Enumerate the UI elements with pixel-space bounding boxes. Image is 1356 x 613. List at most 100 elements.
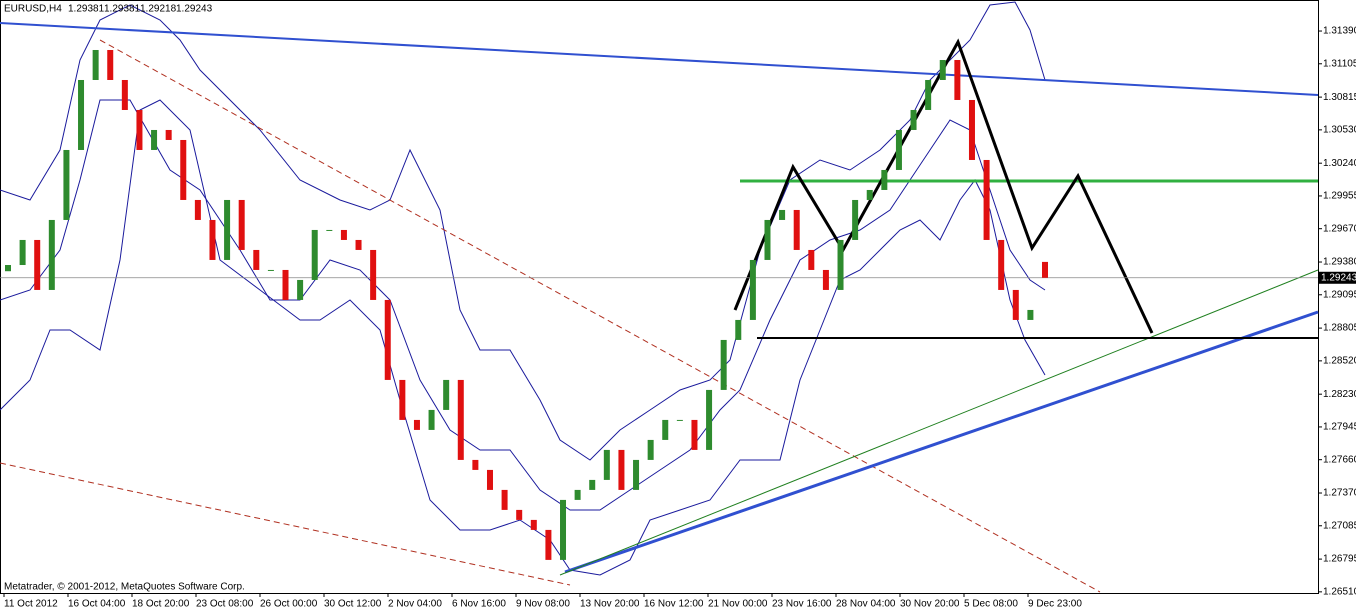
- candle: [5, 265, 11, 272]
- candle: [925, 79, 932, 110]
- candle: [165, 129, 172, 140]
- x-tick-label: 2 Nov 04:00: [388, 599, 442, 610]
- candle: [501, 489, 508, 510]
- x-tick-label: 16 Oct 04:00: [68, 599, 126, 610]
- quote-high: 1.29381: [104, 4, 141, 15]
- candle: [983, 159, 990, 240]
- candle: [676, 419, 683, 421]
- y-tick-label: 1.29095: [1323, 289, 1356, 300]
- trend-line: [99, 39, 1101, 593]
- x-tick-label: 26 Oct 00:00: [260, 599, 318, 610]
- candle: [662, 419, 669, 440]
- candle: [764, 219, 771, 260]
- candle: [340, 229, 347, 240]
- candle: [589, 479, 596, 490]
- candle: [881, 169, 888, 190]
- candle: [895, 129, 902, 170]
- candle: [19, 239, 26, 266]
- y-tick-label: 1.30530: [1323, 125, 1356, 136]
- x-tick-label: 23 Oct 08:00: [196, 599, 254, 610]
- candle: [998, 239, 1005, 290]
- price-tag: [1319, 271, 1356, 284]
- bollinger-middle: [0, 99, 1046, 511]
- y-tick-label: 1.27370: [1323, 488, 1356, 499]
- candle: [954, 59, 961, 100]
- y-tick-label: 1.29955: [1323, 191, 1356, 202]
- pattern-line: [733, 38, 1154, 334]
- candle: [706, 389, 713, 450]
- y-tick-label: 1.28230: [1323, 389, 1356, 400]
- candle: [735, 319, 742, 340]
- y-tick-label: 1.29380: [1323, 257, 1356, 268]
- candle: [282, 269, 289, 300]
- symbol: EURUSD,H4: [4, 4, 62, 15]
- candle: [530, 519, 537, 530]
- y-tick-label: 1.26795: [1323, 554, 1356, 565]
- x-tick-label: 6 Nov 16:00: [452, 599, 506, 610]
- candle: [968, 99, 975, 160]
- candle: [837, 239, 844, 290]
- candle: [63, 149, 70, 220]
- candle: [910, 109, 917, 130]
- candle: [472, 459, 479, 470]
- candle: [297, 279, 304, 300]
- x-tick-label: 30 Oct 12:00: [324, 599, 382, 610]
- trend-line: [0, 22, 1319, 96]
- candle: [428, 409, 435, 430]
- y-tick-label: 1.26510: [1323, 586, 1356, 597]
- x-tick-label: 9 Dec 23:00: [1028, 599, 1082, 610]
- candle: [209, 219, 216, 260]
- plot-frame: [0, 0, 1319, 594]
- y-tick-label: 1.30815: [1323, 92, 1356, 103]
- candle: [107, 49, 114, 80]
- y-tick-label: 1.31105: [1323, 58, 1356, 69]
- candle: [399, 379, 406, 420]
- trend-line: [564, 310, 1319, 574]
- candle: [486, 469, 493, 490]
- candle: [34, 239, 41, 290]
- candle: [808, 249, 815, 270]
- candle: [866, 189, 873, 200]
- trend-line: [559, 269, 1319, 576]
- x-tick-label: 21 Nov 00:00: [708, 599, 768, 610]
- candle: [852, 199, 859, 240]
- candle: [720, 339, 727, 390]
- y-tick-label: 1.27945: [1323, 422, 1356, 433]
- candle: [253, 249, 260, 270]
- candle: [574, 489, 581, 500]
- candle: [691, 419, 698, 450]
- x-tick-label: 9 Nov 08:00: [516, 599, 570, 610]
- candle: [793, 209, 800, 250]
- candle: [267, 269, 274, 271]
- bollinger-upper: [0, 1, 1046, 461]
- candle: [180, 139, 187, 200]
- y-tick-label: 1.27660: [1323, 454, 1356, 465]
- candle: [457, 379, 464, 460]
- candle: [355, 239, 362, 250]
- candle: [1042, 261, 1048, 278]
- candle: [194, 199, 201, 220]
- candle: [151, 129, 158, 150]
- candle: [78, 79, 85, 150]
- candle: [384, 299, 391, 380]
- candle: [618, 449, 625, 490]
- candle: [545, 529, 552, 560]
- candle: [48, 219, 55, 290]
- candle: [413, 419, 420, 430]
- y-tick-label: 1.31390: [1323, 26, 1356, 37]
- candle: [136, 109, 143, 150]
- candle: [633, 459, 640, 490]
- price-tag-label: 1.29243: [1321, 272, 1356, 283]
- candle: [370, 249, 377, 300]
- candle: [443, 379, 450, 410]
- x-tick-label: 5 Dec 08:00: [964, 599, 1018, 610]
- x-tick-label: 23 Nov 16:00: [772, 599, 832, 610]
- x-tick-label: 16 Nov 12:00: [644, 599, 704, 610]
- candle: [1027, 309, 1034, 320]
- quote-low: 1.29218: [140, 4, 177, 15]
- y-tick-label: 1.28805: [1323, 323, 1356, 334]
- candle: [647, 439, 654, 460]
- candle: [560, 499, 567, 560]
- x-tick-label: 28 Nov 04:00: [836, 599, 896, 610]
